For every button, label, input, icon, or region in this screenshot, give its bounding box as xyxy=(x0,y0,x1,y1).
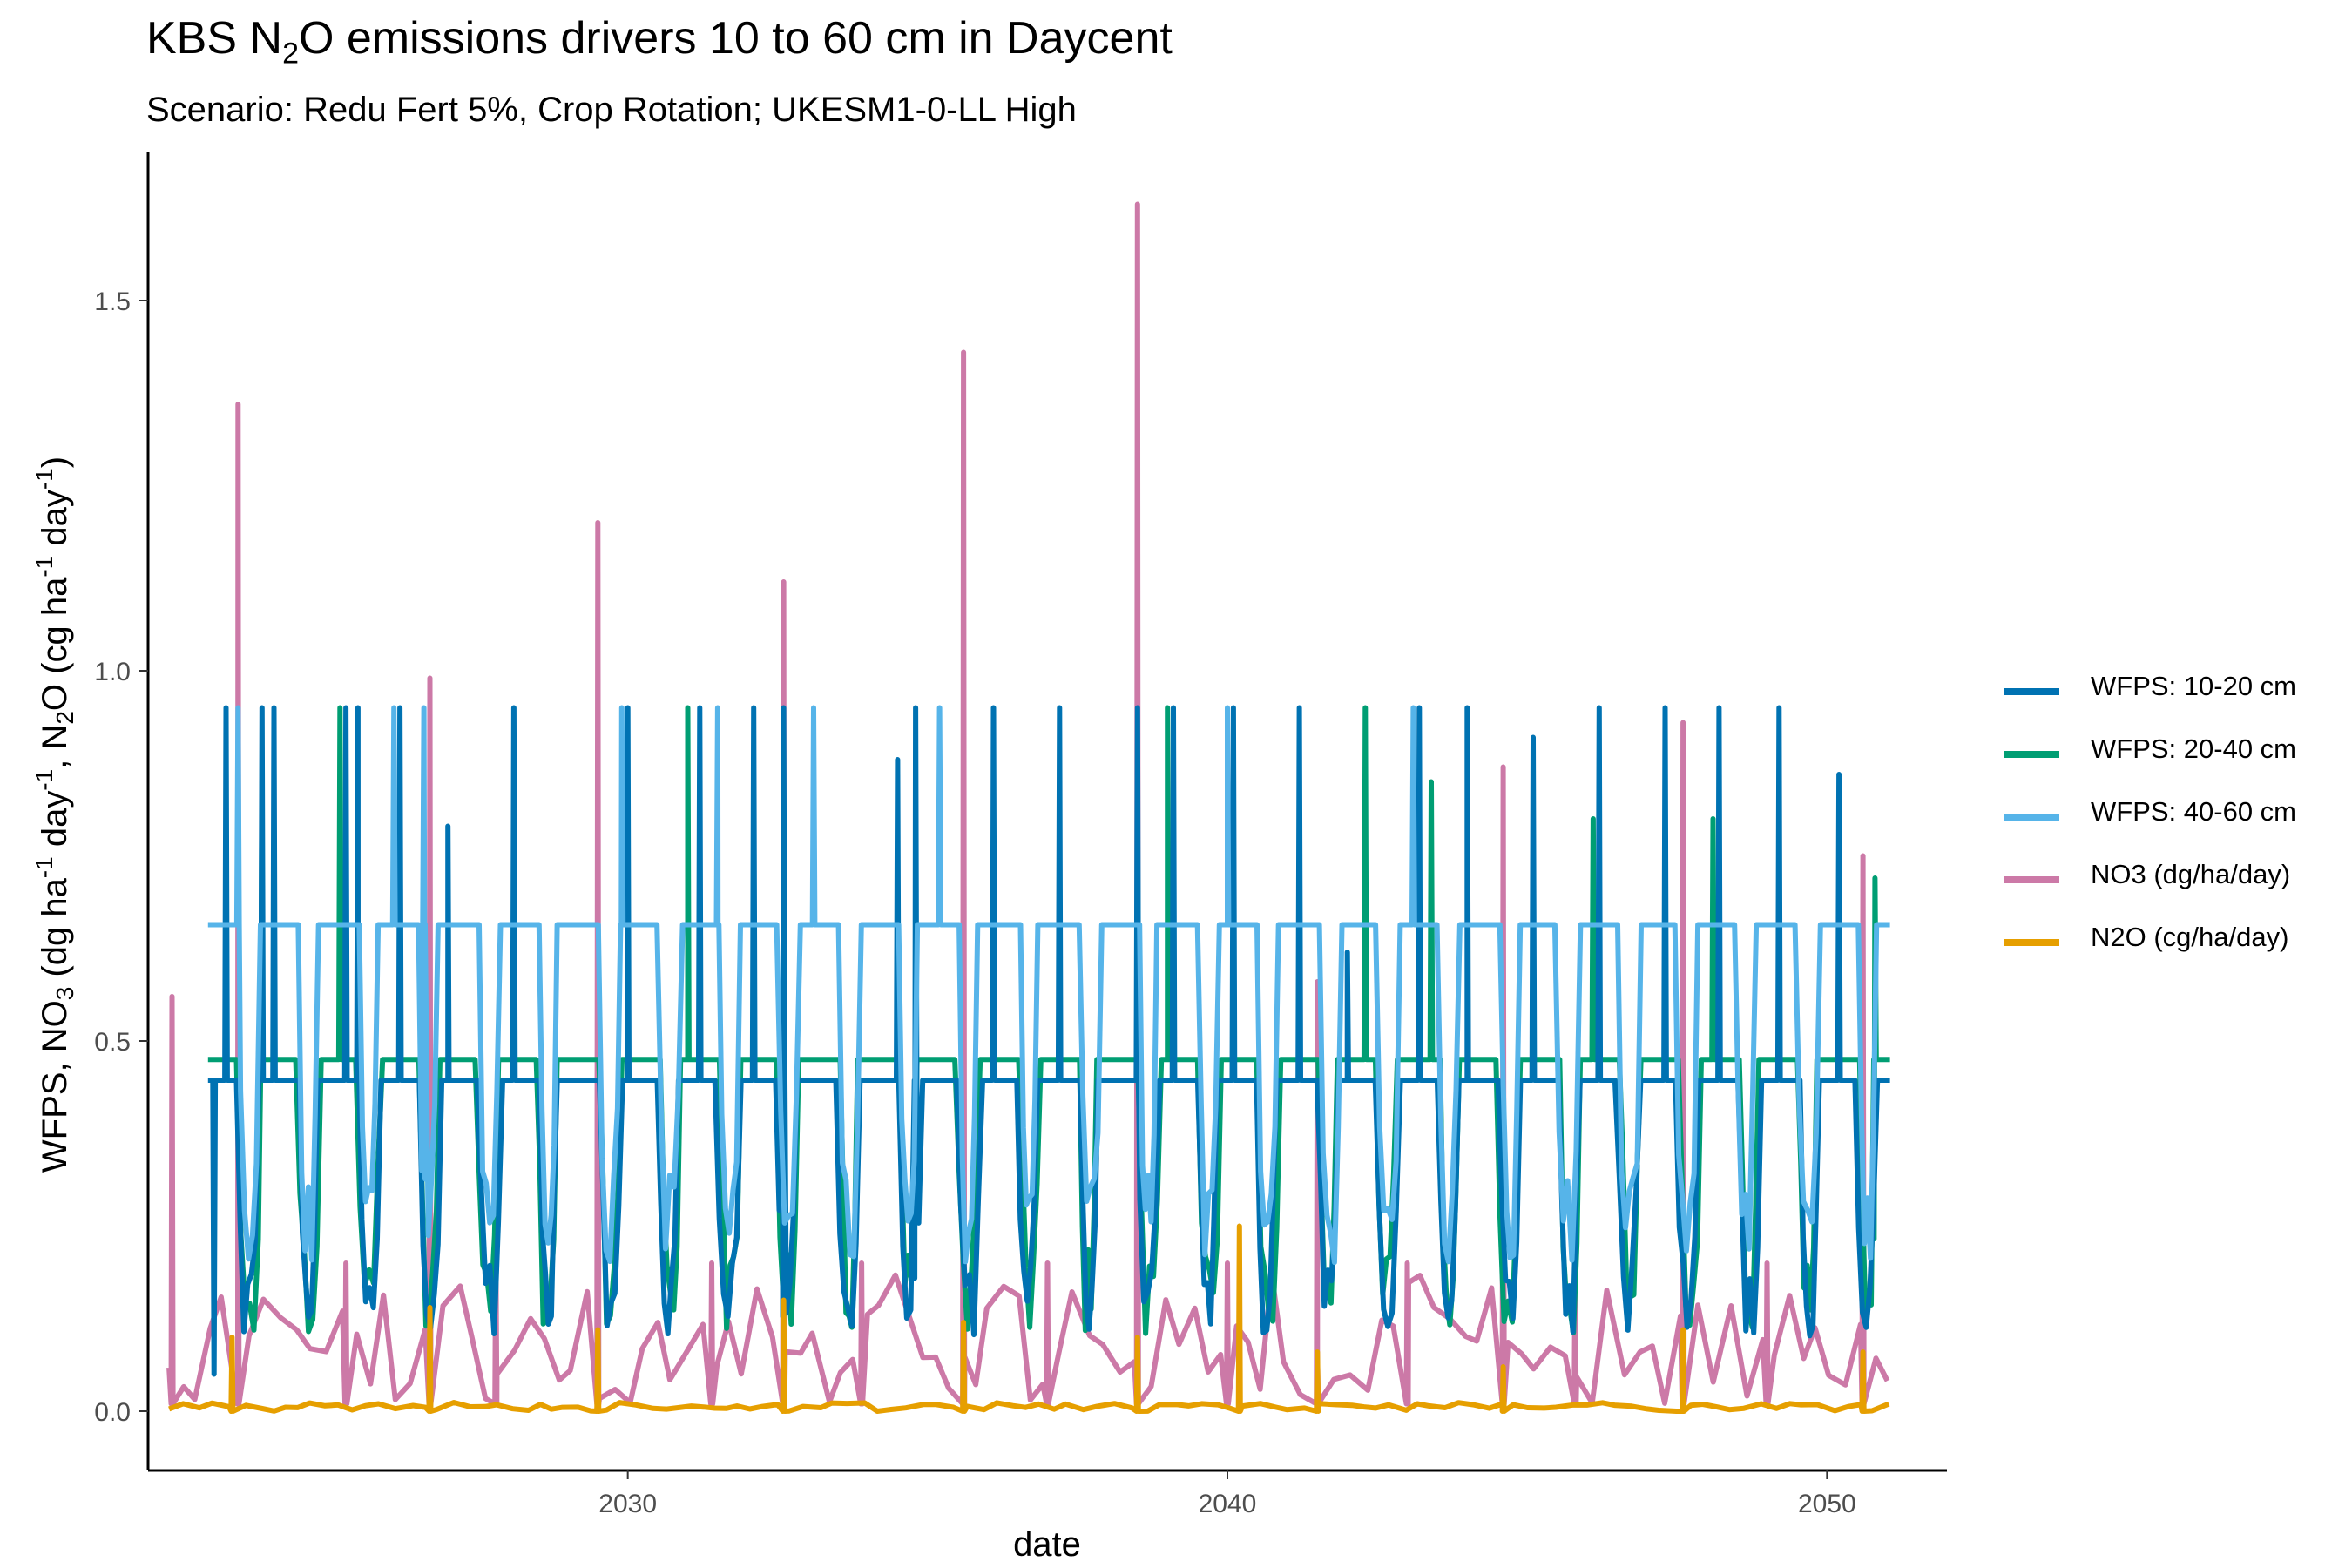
axis-layer: 0.0 0.5 1.0 1.5 2030 2040 2050 xyxy=(94,152,1947,1518)
legend-label: WFPS: 10-20 cm xyxy=(2091,671,2296,701)
legend-key xyxy=(2004,688,2059,695)
series-line-2 xyxy=(207,705,1890,1266)
chart-subtitle: Scenario: Redu Fert 5%, Crop Rotation; U… xyxy=(146,91,1077,129)
legend-key xyxy=(2004,814,2059,821)
series-line-0 xyxy=(207,705,1890,1377)
series-line-4 xyxy=(168,1223,1890,1414)
y-tick-label: 0.5 xyxy=(94,1028,131,1057)
y-tick-label: 0.0 xyxy=(94,1398,131,1427)
legend-label: WFPS: 20-40 cm xyxy=(2091,733,2296,764)
x-tick-label: 2050 xyxy=(1798,1490,1856,1518)
x-axis-title: date xyxy=(1013,1525,1081,1564)
legend-label: NO3 (dg/ha/day) xyxy=(2091,859,2291,889)
x-tick-label: 2040 xyxy=(1199,1490,1257,1518)
y-axis-title: WFPS, NO3 (dg ha-1 day-1, N2O (cg ha-1 d… xyxy=(30,456,78,1173)
x-tick-label: 2030 xyxy=(598,1490,657,1518)
y-tick-label: 1.0 xyxy=(94,658,131,686)
legend-label: N2O (cg/ha/day) xyxy=(2091,922,2289,952)
chart-title: KBS N2O emissions drivers 10 to 60 cm in… xyxy=(146,13,1173,71)
legend-key xyxy=(2004,876,2059,883)
legend-key xyxy=(2004,939,2059,946)
legend-label: WFPS: 40-60 cm xyxy=(2091,796,2296,827)
y-tick-label: 1.5 xyxy=(94,287,131,316)
series-layer xyxy=(166,201,1890,1414)
legend-key xyxy=(2004,751,2059,758)
